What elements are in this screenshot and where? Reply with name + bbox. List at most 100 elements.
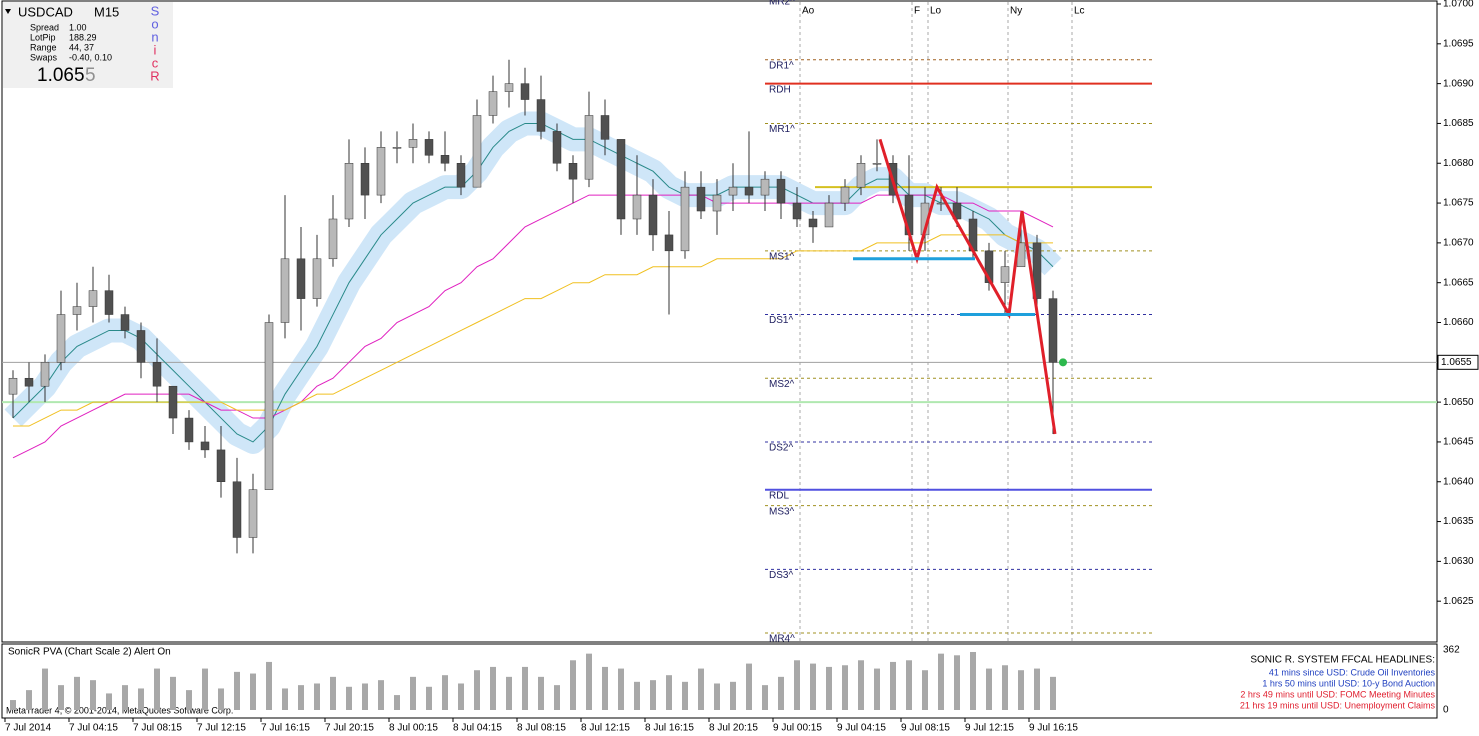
volume-bar: [10, 700, 16, 710]
volume-bar: [250, 673, 256, 710]
volume-bar: [266, 661, 272, 710]
y-tick-label: 1.0685: [1443, 118, 1474, 129]
volume-bar: [330, 676, 336, 710]
candle-body: [152, 362, 162, 387]
sonic-letter: n: [151, 29, 158, 44]
y-tick-label: 1.0630: [1443, 556, 1474, 567]
volume-bar: [74, 676, 80, 710]
dropdown-arrow[interactable]: [5, 9, 11, 14]
headline: 1 hrs 50 mins until USD: 10-y Bond Aucti…: [1262, 678, 1435, 688]
volume-bar: [122, 685, 128, 710]
candle-body: [344, 163, 354, 220]
candle-body: [1048, 298, 1058, 363]
price-minor: 5: [85, 65, 96, 86]
x-tick-label: 7 Jul 04:15: [69, 723, 118, 734]
volume-bar: [778, 676, 784, 710]
volume-bar: [282, 688, 288, 710]
volume-bar: [890, 661, 896, 710]
x-tick-label: 7 Jul 16:15: [261, 723, 310, 734]
volume-bar: [298, 685, 304, 710]
level-label: MS1^: [769, 251, 795, 262]
volume-bar: [826, 666, 832, 710]
x-tick-label: 9 Jul 04:15: [837, 723, 886, 734]
volume-bar: [682, 681, 688, 710]
level-label: MR2^: [769, 0, 795, 8]
volume-bar: [602, 666, 608, 710]
y-tick-label: 1.0660: [1443, 317, 1474, 328]
y-tick-label: 1.0645: [1443, 437, 1474, 448]
volume-bar: [314, 683, 320, 710]
candle-body: [8, 377, 18, 395]
volume-bar: [442, 675, 448, 710]
volume-bar: [490, 666, 496, 710]
candle-body: [840, 186, 850, 204]
info-key: Spread: [30, 22, 59, 32]
candle-body: [392, 147, 402, 149]
volume-bar: [906, 660, 912, 710]
candle-body: [856, 163, 866, 188]
timeframe: M15: [94, 4, 119, 19]
volume-bar: [506, 676, 512, 710]
info-value: 188.29: [69, 32, 97, 42]
x-tick-label: 7 Jul 2014: [5, 723, 52, 734]
candle-body: [312, 258, 322, 299]
indicator-line: [12, 122, 1054, 443]
candle-body: [744, 186, 754, 196]
candle-body: [728, 186, 738, 196]
volume-bar: [586, 653, 592, 710]
level-label: DS1^: [769, 315, 793, 326]
volume-bar: [170, 676, 176, 710]
mid-layer: [12, 122, 1054, 459]
y-tick-label: 1.0670: [1443, 238, 1474, 249]
volume-bar: [538, 676, 544, 710]
candle-body: [184, 417, 194, 443]
candle-body: [40, 362, 50, 387]
level-label: MR1^: [769, 124, 795, 135]
candle-body: [552, 131, 562, 164]
x-tick-label: 9 Jul 12:15: [965, 723, 1014, 734]
session-label: Lc: [1074, 6, 1085, 17]
candle-body: [696, 186, 706, 212]
candle-body: [600, 115, 610, 140]
y-tick-label: 1.0650: [1443, 397, 1474, 408]
volume-bar: [746, 663, 752, 710]
volume-bar: [218, 688, 224, 710]
volume-title: SonicR PVA (Chart Scale 2) Alert On: [8, 647, 171, 658]
volume-bar: [362, 683, 368, 710]
y-tick-label: 1.0665: [1443, 277, 1474, 288]
volume-bar: [474, 670, 480, 710]
level-label: DS3^: [769, 570, 793, 581]
candle-body: [632, 194, 642, 220]
info-key: Range: [30, 42, 57, 52]
front-layer: [8, 59, 1067, 554]
x-tick-label: 7 Jul 12:15: [197, 723, 246, 734]
volume-bar: [730, 681, 736, 710]
volume-bar: [618, 668, 624, 710]
level-label: RDL: [769, 490, 789, 501]
candle-body: [424, 139, 434, 156]
volume-bar: [106, 693, 112, 710]
candle-body: [376, 147, 386, 196]
candle-body: [872, 163, 882, 165]
zigzag: [878, 138, 1057, 435]
x-tick-label: 9 Jul 16:15: [1029, 723, 1078, 734]
headline: 21 hrs 19 mins until USD: Unemployment C…: [1240, 700, 1436, 710]
candle-body: [56, 314, 66, 363]
volume-bar: [186, 690, 192, 710]
candle-body: [808, 218, 818, 228]
volume-bar: [698, 668, 704, 710]
sonic-letter: S: [151, 3, 160, 18]
volume-bar: [522, 666, 528, 710]
x-tick-label: 8 Jul 04:15: [453, 723, 502, 734]
volume-bar: [202, 668, 208, 710]
symbol: USDCAD: [18, 4, 73, 19]
session-label: F: [914, 6, 920, 17]
candle-body: [1000, 266, 1010, 283]
x-tick-label: 8 Jul 08:15: [517, 723, 566, 734]
volume-bar: [426, 686, 432, 710]
candle-body: [24, 377, 34, 387]
candle-body: [200, 441, 210, 451]
info-value: 44, 37: [69, 42, 94, 52]
level-label: MS2^: [769, 379, 795, 390]
volume-bar: [90, 680, 96, 710]
